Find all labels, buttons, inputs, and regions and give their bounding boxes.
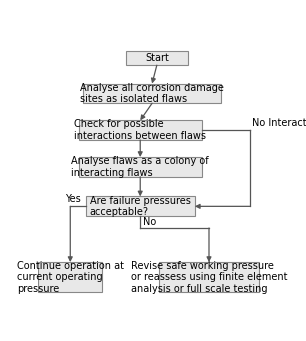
FancyBboxPatch shape — [79, 157, 202, 177]
FancyBboxPatch shape — [79, 120, 202, 140]
Text: Analyse flaws as a colony of
interacting flaws: Analyse flaws as a colony of interacting… — [71, 156, 209, 178]
Text: Analyse all corrosion damage
sites as isolated flaws: Analyse all corrosion damage sites as is… — [80, 83, 224, 104]
Text: Revise safe working pressure
or reassess using finite element
analysis or full s: Revise safe working pressure or reassess… — [131, 261, 287, 294]
Text: No: No — [143, 218, 156, 227]
Text: No Interaction: No Interaction — [252, 118, 306, 128]
FancyBboxPatch shape — [83, 84, 221, 103]
FancyBboxPatch shape — [86, 196, 195, 216]
FancyBboxPatch shape — [159, 262, 259, 292]
FancyBboxPatch shape — [126, 51, 188, 65]
FancyBboxPatch shape — [38, 262, 102, 292]
Text: Are failure pressures
acceptable?: Are failure pressures acceptable? — [90, 195, 191, 217]
Text: Continue operation at
current operating
pressure: Continue operation at current operating … — [17, 261, 124, 294]
Text: Yes: Yes — [65, 194, 81, 204]
Text: Check for possible
interactions between flaws: Check for possible interactions between … — [74, 119, 206, 141]
Text: Start: Start — [145, 53, 169, 63]
